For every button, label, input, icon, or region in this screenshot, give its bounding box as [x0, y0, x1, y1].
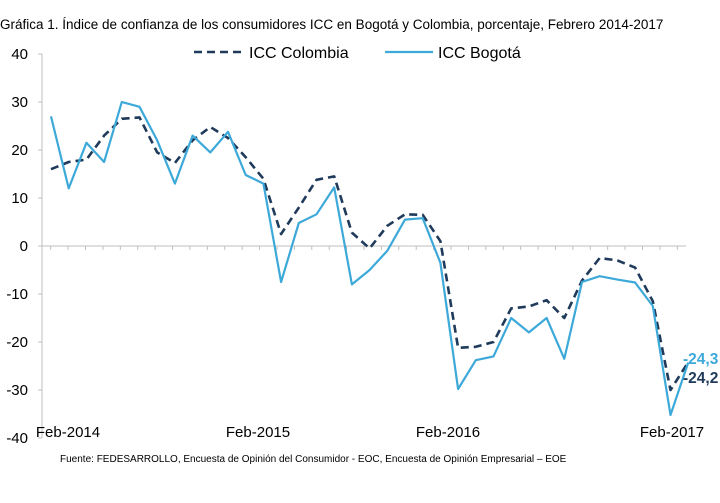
y-tick-label: 30 [11, 94, 28, 111]
legend-label: ICC Bogotá [438, 45, 521, 62]
y-tick-label: 0 [20, 238, 28, 255]
end-label: -24,2 [683, 370, 718, 387]
chart-title: Gráfica 1. Índice de confianza de los co… [0, 17, 664, 32]
y-tick-label: 10 [11, 190, 28, 207]
y-tick-label: -30 [6, 382, 28, 399]
end-label: -24,3 [683, 351, 719, 368]
y-tick-label: 20 [11, 142, 28, 159]
series-lines [49, 100, 690, 417]
y-axis: 40 30 20 10 0 -10 -20 -30 -40 [6, 46, 43, 447]
y-tick-label: -20 [6, 334, 28, 351]
legend-label: ICC Colombia [249, 45, 349, 62]
y-tick-label: 40 [11, 46, 28, 63]
series-line-bogota [49, 100, 690, 417]
x-tick-label: Feb-2017 [640, 424, 704, 441]
x-tick-label: Feb-2015 [226, 424, 290, 441]
series-line-colombia [50, 116, 690, 392]
x-tick-label: Feb-2014 [36, 424, 100, 441]
y-tick-label: -40 [6, 430, 28, 447]
end-labels: -24,2 -24,3 [683, 351, 719, 387]
y-tick-label: -10 [6, 286, 28, 303]
legend: ICC Colombia ICC Bogotá [194, 45, 521, 62]
chart-source: Fuente: FEDESARROLLO, Encuesta de Opinió… [60, 454, 567, 465]
x-axis: Feb-2014 Feb-2015 Feb-2016 Feb-2017 [36, 245, 704, 441]
x-tick-label: Feb-2016 [416, 424, 480, 441]
